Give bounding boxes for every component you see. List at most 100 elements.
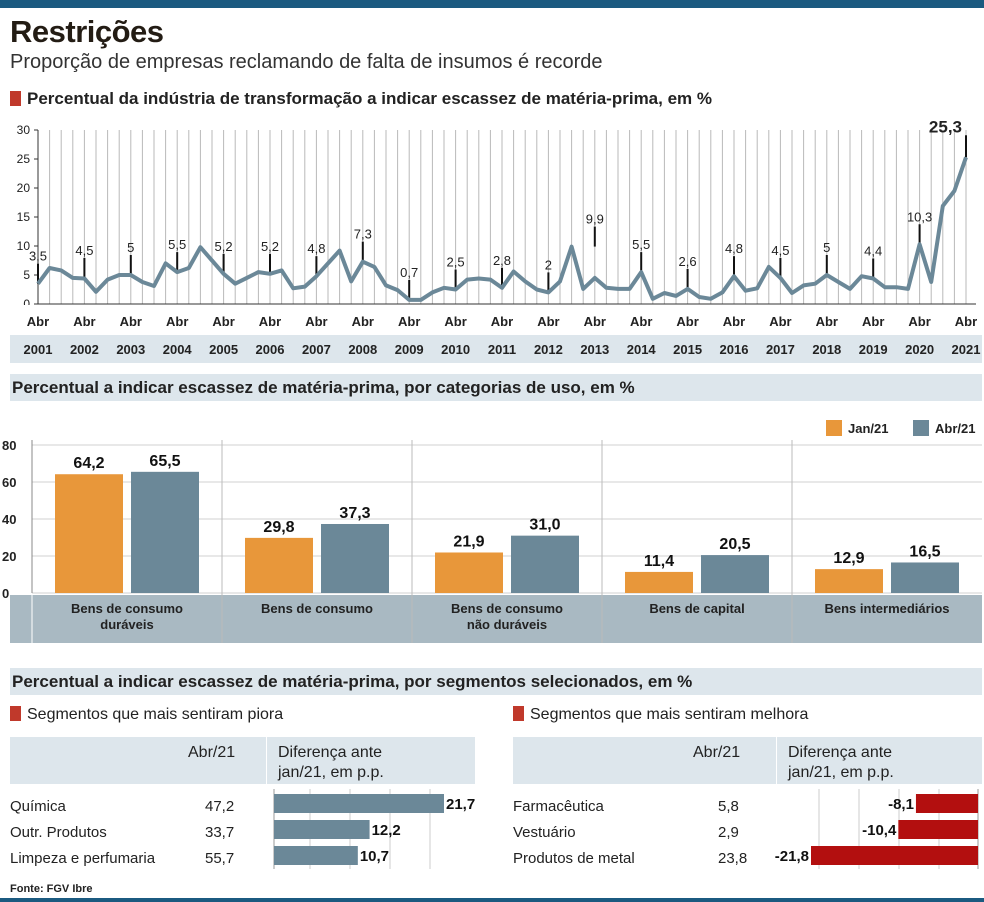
bar-abr [511, 535, 579, 593]
data-label: 2,8 [493, 253, 511, 268]
data-label: 4,8 [307, 241, 325, 256]
diff-label: -8,1 [888, 796, 914, 813]
x-tick-label: Abr [723, 314, 745, 329]
year-label: 2019 [859, 342, 888, 357]
data-label: 64,2 [73, 455, 104, 472]
x-tick-label: Abr [676, 314, 698, 329]
y-tick-label: 60 [2, 475, 16, 490]
y-tick-label: 20 [2, 549, 16, 564]
y-tick-label: 15 [17, 210, 31, 224]
x-tick-label: Abr [584, 314, 606, 329]
year-label: 2014 [627, 342, 657, 357]
year-label: 2004 [163, 342, 193, 357]
year-label: 2009 [395, 342, 424, 357]
y-tick-label: 30 [17, 123, 31, 137]
bar-jan [625, 571, 693, 593]
better-heading-text: Segmentos que mais sentiram melhora [530, 706, 809, 723]
data-label: 11,4 [644, 553, 674, 570]
x-tick-label: Abr [630, 314, 652, 329]
data-label: 5,5 [168, 237, 186, 252]
worse-col-diff-line2: jan/21, em p.p. [278, 764, 384, 781]
worse-row-abr: 47,2 [205, 798, 235, 815]
better-row-abr: 5,8 [718, 798, 739, 815]
category-band [10, 595, 982, 643]
legend-label: Abr/21 [935, 421, 975, 436]
diff-bar [811, 846, 978, 865]
better-row-abr: 23,8 [718, 850, 748, 867]
data-label: 4,4 [864, 243, 882, 258]
year-label: 2020 [905, 342, 934, 357]
x-tick-label: Abr [305, 314, 327, 329]
year-label: 2006 [256, 342, 285, 357]
diff-bar [898, 820, 978, 839]
worse-row-name: Outr. Produtos [10, 824, 107, 841]
diff-bars: 21,7 12,2 10,7 -8,1 -10,4 -21,8 [273, 789, 979, 869]
y-tick-label: 80 [2, 438, 16, 453]
year-label: 2013 [580, 342, 609, 357]
category-label: Bens de capital [649, 601, 744, 616]
better-table-header [513, 737, 982, 784]
month-row [10, 305, 982, 335]
data-label: 5 [823, 240, 830, 255]
series-line [36, 156, 968, 302]
data-label: 29,8 [263, 519, 294, 536]
x-tick-label: Abr [908, 314, 930, 329]
year-label: 2018 [812, 342, 841, 357]
y-tick-label: 10 [17, 239, 31, 253]
section1-heading: Percentual da indústria de transformação… [10, 89, 712, 109]
better-heading: Segmentos que mais sentiram melhora [513, 706, 808, 724]
year-label: 2001 [24, 342, 53, 357]
x-tick-label: Abr [491, 314, 513, 329]
better-header-divider [776, 737, 777, 784]
year-label: 2021 [952, 342, 981, 357]
category-label: Bens de consumo [451, 601, 563, 616]
section-marker [10, 91, 21, 106]
bar-jan [435, 552, 503, 593]
diff-label: 12,2 [372, 822, 401, 839]
y-tick-label: 20 [17, 181, 31, 195]
diff-bar [915, 794, 978, 813]
better-row-name: Farmacêutica [513, 798, 604, 815]
year-label: 2011 [488, 342, 516, 357]
year-label: 2017 [766, 342, 795, 357]
worse-table-header [10, 737, 475, 784]
top-rule [0, 0, 984, 8]
x-tick-label: Abr [352, 314, 374, 329]
x-tick-label: Abr [444, 314, 466, 329]
data-label: 2 [545, 257, 552, 272]
section3-band: Percentual a indicar escassez de matéria… [10, 668, 982, 695]
x-tick-label: Abr [862, 314, 884, 329]
data-label: 20,5 [719, 536, 750, 553]
x-tick-label: Abr [769, 314, 791, 329]
bar-abr [321, 523, 389, 593]
legend-label: Jan/21 [848, 421, 888, 436]
data-label: 5 [127, 240, 134, 255]
data-label: 5,5 [632, 237, 650, 252]
worse-row-name: Química [10, 798, 66, 815]
year-label: 2012 [534, 342, 563, 357]
data-label: 3,5 [29, 249, 47, 264]
y-tick-label: 5 [23, 268, 30, 282]
worse-heading-text: Segmentos que mais sentiram piora [27, 706, 284, 723]
year-label: 2002 [70, 342, 99, 357]
x-tick-label: Abr [212, 314, 234, 329]
bar-abr [891, 562, 959, 593]
data-label: 4,8 [725, 241, 743, 256]
page-title: Restrições [10, 14, 164, 49]
data-label: 31,0 [529, 517, 560, 534]
data-label: 10,3 [907, 209, 932, 224]
y-tick-label: 0 [2, 586, 9, 601]
legend-swatch [826, 420, 842, 436]
diff-bar [274, 794, 444, 813]
year-label: 2008 [348, 342, 377, 357]
category-label: não duráveis [467, 617, 547, 632]
x-tick-label: Abr [955, 314, 977, 329]
better-row-name: Produtos de metal [513, 850, 635, 867]
better-row-name: Vestuário [513, 824, 576, 841]
year-label: 2007 [302, 342, 331, 357]
category-label: Bens de consumo [71, 601, 183, 616]
legend-swatch [913, 420, 929, 436]
data-label: 12,9 [833, 550, 864, 567]
